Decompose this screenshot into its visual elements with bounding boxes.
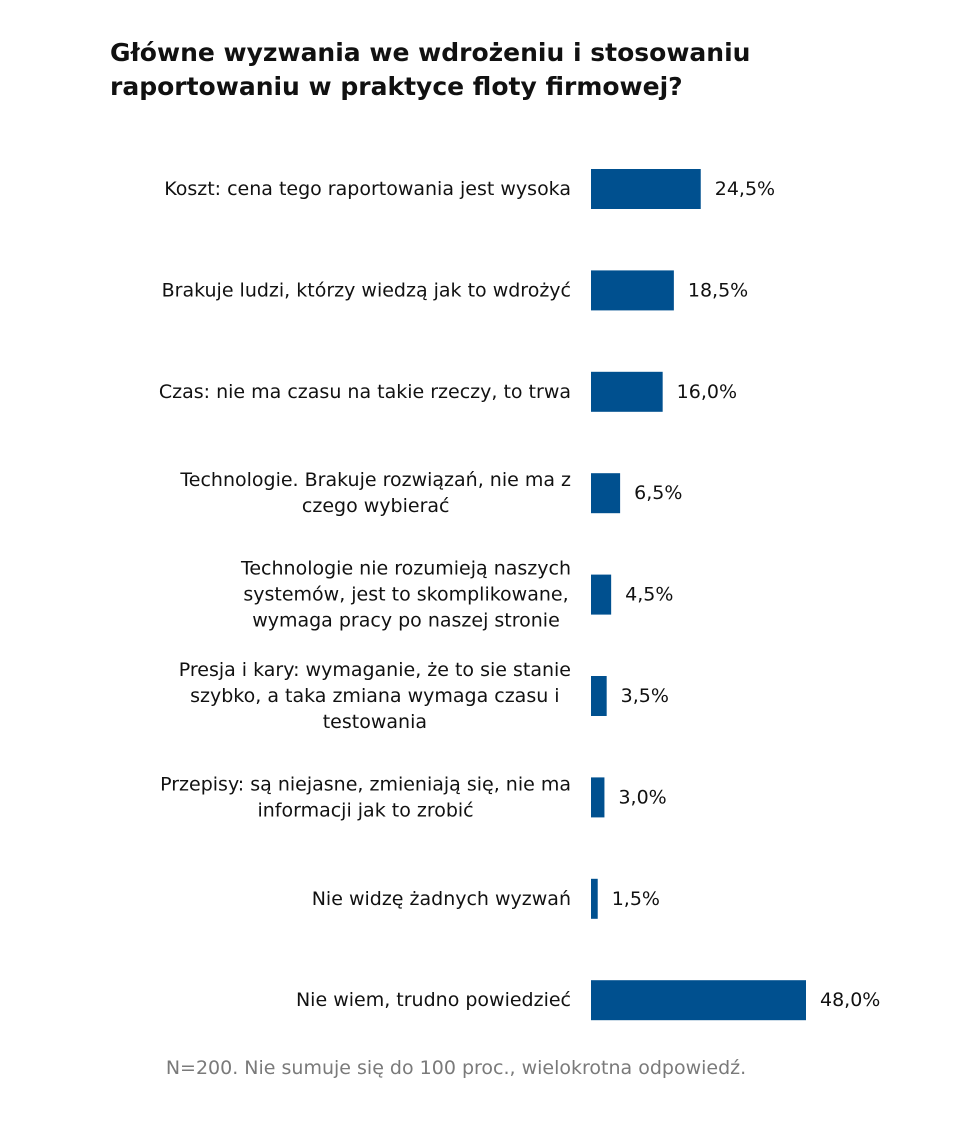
bar-6 [591,676,607,716]
value-label-7: 3,0% [618,786,666,808]
value-label-8: 1,5% [612,888,660,910]
bar-3 [591,371,663,412]
category-label-4: Technologie. Brakuje rozwiązań, nie ma z… [179,469,571,517]
bar-8 [591,878,598,919]
value-label-3: 16,0% [677,381,737,403]
bar-5 [591,574,612,615]
bar-1 [591,169,701,209]
category-label-5: Technologie nie rozumieją naszych systemó… [240,558,571,632]
category-label-8: Nie widzę żadnych wyzwań [312,888,571,910]
value-label-4: 6,5% [634,482,682,504]
value-label-9: 48,0% [820,989,880,1011]
category-label-6: Presja i kary: wymaganie, że to sie stan… [179,659,571,733]
category-label-9: Nie wiem, trudno powiedzieć [296,989,571,1011]
bar-4 [591,473,621,514]
value-label-6: 3,5% [621,685,669,707]
category-label-3: Czas: nie ma czasu na takie rzeczy, to t… [159,381,571,403]
bar-7 [591,777,605,818]
bar-2 [591,270,674,311]
bar-9 [591,980,806,1021]
category-label-1: Koszt: cena tego raportowania jest wysok… [164,178,571,200]
footnote: N=200. Nie sumuje się do 100 proc., wiel… [165,1057,747,1079]
value-label-2: 18,5% [688,279,748,301]
value-label-1: 24,5% [715,178,775,200]
category-label-2: Brakuje ludzi, którzy wiedzą jak to wdro… [162,279,571,301]
value-label-5: 4,5% [625,584,673,606]
chart-title: Główne wyzwania we wdrożeniu i stosowani… [110,38,751,101]
category-label-7: Przepisy: są niejasne, zmieniają się, ni… [160,773,571,821]
